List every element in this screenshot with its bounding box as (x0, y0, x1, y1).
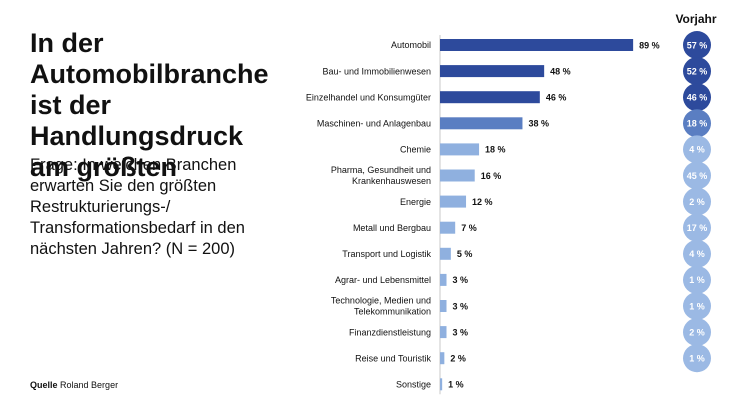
vorjahr-circle (683, 109, 711, 138)
category-label: Sonstige (396, 380, 431, 390)
bar-value-label: 18 % (485, 145, 506, 155)
bar (440, 221, 456, 234)
category-label-line: Agrar- und Lebensmittel (335, 275, 431, 285)
bar (440, 65, 545, 78)
category-label-line: Krankenhauswesen (352, 176, 431, 186)
bar (440, 91, 540, 104)
bar (440, 117, 523, 130)
vorjahr-circle (683, 161, 711, 190)
vorjahr-value-label: 17 % (687, 223, 708, 233)
category-label-line: Automobil (391, 40, 431, 50)
vorjahr-value-label: 4 % (689, 145, 705, 155)
vorjahr-circle (683, 57, 711, 86)
vorjahr-value-label: 45 % (687, 171, 708, 181)
vorjahr-circle (683, 213, 711, 242)
category-label-line: Chemie (400, 145, 431, 155)
category-label: Maschinen- und Anlagenbau (317, 119, 431, 129)
category-label: Einzelhandel und Konsumgüter (306, 92, 431, 102)
vorjahr-value-label: 2 % (689, 197, 705, 207)
source-name: Roland Berger (60, 380, 119, 390)
bar (440, 378, 443, 391)
vorjahr-circle (683, 265, 711, 294)
vorjahr-value-label: 4 % (689, 249, 705, 259)
bar-value-label: 46 % (546, 93, 567, 103)
bar-value-label: 16 % (481, 171, 502, 181)
bar (440, 247, 451, 260)
vorjahr-circle (683, 31, 711, 59)
source-note: Quelle Roland Berger (30, 380, 118, 390)
category-label: Reise und Touristik (355, 353, 431, 363)
bar (440, 195, 467, 208)
category-label: Finanzdienstleistung (349, 327, 431, 337)
category-label-line: Telekommunikation (354, 307, 431, 317)
category-label: Bau- und Immobilienwesen (322, 66, 431, 76)
category-label: Energie (400, 197, 431, 207)
category-label-line: Transport und Logistik (342, 249, 431, 259)
bar-value-label: 38 % (528, 119, 549, 129)
category-label: Technologie, Medien und Telekommunikation (331, 296, 431, 317)
category-label: Agrar- und Lebensmittel (335, 275, 431, 285)
category-label-line: Energie (400, 197, 431, 207)
source-prefix: Quelle (30, 380, 58, 390)
vorjahr-value-label: 57 % (687, 40, 708, 50)
category-label-line: Sonstige (396, 380, 431, 390)
bar-value-label: 5 % (457, 249, 473, 259)
bar (440, 169, 475, 182)
category-label: Metall und Bergbau (353, 223, 431, 233)
survey-question: Frage: In welchen Branchen erwarten Sie … (30, 156, 245, 258)
vorjahr-value-label: 1 % (689, 354, 705, 364)
bar-value-label: 2 % (450, 354, 466, 364)
vorjahr-circle (683, 344, 711, 373)
bar (440, 326, 447, 339)
vorjahr-value-label: 52 % (687, 66, 708, 76)
vorjahr-circle (683, 135, 711, 164)
category-label-line: Maschinen- und Anlagenbau (317, 119, 431, 129)
bar-value-label: 3 % (453, 275, 469, 285)
category-label-line: Technologie, Medien und (331, 296, 431, 306)
category-label-line: Metall und Bergbau (353, 223, 431, 233)
bar-value-label: 89 % (639, 40, 660, 50)
vorjahr-circle (683, 83, 711, 112)
vorjahr-value-label: 46 % (687, 93, 708, 103)
category-label: Chemie (400, 145, 431, 155)
bar (440, 300, 447, 312)
vorjahr-circle (683, 318, 711, 347)
bar-value-label: 3 % (453, 327, 469, 337)
vorjahr-value-label: 1 % (689, 275, 705, 285)
category-label: Automobil (391, 40, 431, 50)
category-label: Transport und Logistik (342, 249, 431, 259)
vorjahr-circle (683, 239, 711, 268)
vorjahr-circle (683, 292, 711, 320)
bar-value-label: 1 % (448, 380, 464, 390)
bar (440, 39, 634, 51)
bar (440, 273, 447, 286)
category-label-line: Pharma, Gesundheit und (331, 165, 431, 175)
vorjahr-value-label: 18 % (687, 119, 708, 129)
bar (440, 352, 445, 365)
headline: In der Automobilbranche ist der Handlung… (30, 28, 269, 182)
vorjahr-circle (683, 187, 711, 216)
category-label-line: Finanzdienstleistung (349, 327, 431, 337)
bar-value-label: 12 % (472, 197, 493, 207)
bar-value-label: 3 % (453, 301, 469, 311)
category-label: Pharma, Gesundheit und Krankenhauswesen (331, 165, 431, 186)
vorjahr-value-label: 1 % (689, 301, 705, 311)
bar-value-label: 48 % (550, 66, 571, 76)
category-label-line: Reise und Touristik (355, 353, 431, 363)
bar-value-label: 7 % (461, 223, 477, 233)
vorjahr-heading: Vorjahr (675, 12, 717, 26)
vorjahr-value-label: 2 % (689, 327, 705, 337)
category-label-line: Einzelhandel und Konsumgüter (306, 92, 431, 102)
category-label-line: Bau- und Immobilienwesen (322, 66, 431, 76)
bar (440, 143, 480, 156)
